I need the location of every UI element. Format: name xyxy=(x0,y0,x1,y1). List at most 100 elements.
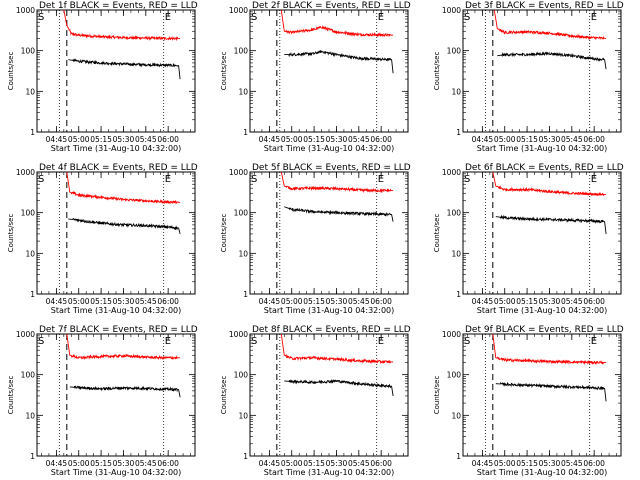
end-marker-label: E xyxy=(591,12,597,23)
start-marker-label: S xyxy=(38,174,44,185)
y-tick-label: 100 xyxy=(234,47,249,56)
y-tick-label: 1000 xyxy=(229,330,248,339)
x-tick-label: 05:00 xyxy=(68,135,90,144)
y-tick-label: 100 xyxy=(234,209,249,218)
x-tick-label: 05:15 xyxy=(303,135,325,144)
x-tick-label: 05:45 xyxy=(135,135,157,144)
y-axis-label: Counts/sec xyxy=(7,214,15,253)
end-marker-label: E xyxy=(378,174,384,185)
x-tick-label: 05:00 xyxy=(281,459,303,468)
y-tick-label: 100 xyxy=(447,371,462,380)
lld-series-line xyxy=(280,333,394,365)
end-marker-label: E xyxy=(591,336,597,347)
y-axis-label: Counts/sec xyxy=(7,52,15,91)
chart-panel-det-2: Det 2f BLACK = Events, RED = LLD 1 10 100 10… xyxy=(220,1,411,153)
x-tick-label: 04:45 xyxy=(46,297,68,306)
x-axis-label: Start Time (31-Aug-10 04:32:00) xyxy=(264,144,395,153)
end-marker-label: E xyxy=(165,12,171,23)
x-tick-label: 04:45 xyxy=(472,297,494,306)
y-tick-label: 10 xyxy=(25,249,35,258)
chart-title: Det 9f BLACK = Events, RED = LLD xyxy=(465,325,624,335)
y-tick-label: 10 xyxy=(238,87,248,96)
y-tick-label: 10 xyxy=(25,411,35,420)
y-tick-label: 100 xyxy=(234,371,249,380)
chart-panel-det-9: Det 9f BLACK = Events, RED = LLD 1 10 100 10… xyxy=(433,325,624,477)
y-tick-label: 100 xyxy=(447,209,462,218)
x-tick-label: 05:30 xyxy=(113,297,135,306)
x-tick-label: 06:00 xyxy=(157,135,179,144)
x-tick-label: 05:15 xyxy=(516,459,538,468)
y-axis-label: Counts/sec xyxy=(433,376,441,415)
plot-frame xyxy=(36,9,196,133)
y-tick-label: 1 xyxy=(30,128,35,137)
y-tick-label: 1000 xyxy=(16,330,35,339)
y-tick-label: 1 xyxy=(243,128,248,137)
y-tick-label: 1 xyxy=(243,290,248,299)
x-tick-label: 05:45 xyxy=(348,459,370,468)
y-tick-label: 1000 xyxy=(442,330,461,339)
x-tick-label: 05:45 xyxy=(561,297,583,306)
x-tick-label: 05:30 xyxy=(539,135,561,144)
y-axis-label: Counts/sec xyxy=(220,214,228,253)
lld-series-line xyxy=(66,171,181,205)
x-tick-label: 05:30 xyxy=(113,135,135,144)
x-tick-label: 05:30 xyxy=(326,297,348,306)
x-tick-label: 05:00 xyxy=(494,135,516,144)
x-tick-label: 05:45 xyxy=(561,135,583,144)
chart-title: Det 1f BLACK = Events, RED = LLD xyxy=(39,1,198,11)
x-tick-label: 05:30 xyxy=(539,297,561,306)
x-axis-label: Start Time (31-Aug-10 04:32:00) xyxy=(477,144,608,153)
chart-title: Det 3f BLACK = Events, RED = LLD xyxy=(465,1,624,11)
plot-frame xyxy=(462,333,622,457)
events-series-line xyxy=(495,381,607,402)
x-axis-label: Start Time (31-Aug-10 04:32:00) xyxy=(51,144,182,153)
start-marker-label: S xyxy=(38,12,44,23)
y-tick-label: 1 xyxy=(243,452,248,461)
events-series-line xyxy=(497,51,607,70)
x-tick-label: 05:45 xyxy=(348,135,370,144)
start-marker-label: S xyxy=(251,12,257,23)
y-tick-label: 1 xyxy=(30,452,35,461)
start-marker-label: S xyxy=(251,174,257,185)
x-tick-label: 06:00 xyxy=(157,297,179,306)
y-tick-label: 1000 xyxy=(16,168,35,177)
x-tick-label: 04:45 xyxy=(472,459,494,468)
lld-series-line xyxy=(280,9,394,38)
lld-series-line xyxy=(492,171,607,197)
start-marker-label: S xyxy=(251,336,257,347)
y-tick-label: 1000 xyxy=(442,168,461,177)
x-tick-label: 05:45 xyxy=(561,459,583,468)
y-axis-label: Counts/sec xyxy=(7,376,15,415)
chart-title: Det 8f BLACK = Events, RED = LLD xyxy=(252,325,411,335)
events-series-line xyxy=(284,378,394,396)
x-tick-label: 04:45 xyxy=(46,135,68,144)
end-marker-label: E xyxy=(165,336,171,347)
y-tick-label: 100 xyxy=(21,47,36,56)
end-marker-label: E xyxy=(165,174,171,185)
x-tick-label: 05:15 xyxy=(90,297,112,306)
x-axis-label: Start Time (31-Aug-10 04:32:00) xyxy=(51,306,182,315)
start-marker-label: S xyxy=(38,336,44,347)
plot-frame xyxy=(36,171,196,295)
x-tick-label: 06:00 xyxy=(370,297,392,306)
y-tick-label: 1000 xyxy=(442,6,461,15)
x-tick-label: 05:45 xyxy=(135,297,157,306)
x-tick-label: 05:15 xyxy=(90,459,112,468)
chart-title: Det 6f BLACK = Events, RED = LLD xyxy=(465,163,624,173)
x-tick-label: 06:00 xyxy=(583,135,605,144)
x-tick-label: 06:00 xyxy=(370,459,392,468)
chart-panel-det-4: Det 4f BLACK = Events, RED = LLD 1 10 100 10… xyxy=(7,163,198,315)
x-tick-label: 05:15 xyxy=(516,297,538,306)
x-axis-label: Start Time (31-Aug-10 04:32:00) xyxy=(51,468,182,477)
y-tick-label: 1000 xyxy=(16,6,35,15)
y-tick-label: 10 xyxy=(238,411,248,420)
events-series-line xyxy=(284,49,394,74)
plot-frame xyxy=(462,9,622,133)
x-tick-label: 05:15 xyxy=(303,297,325,306)
x-tick-label: 05:15 xyxy=(516,135,538,144)
chart-title: Det 7f BLACK = Events, RED = LLD xyxy=(39,325,198,335)
events-series-line xyxy=(69,385,181,398)
x-tick-label: 04:45 xyxy=(259,297,281,306)
x-tick-label: 04:45 xyxy=(259,459,281,468)
y-axis-label: Counts/sec xyxy=(220,52,228,91)
